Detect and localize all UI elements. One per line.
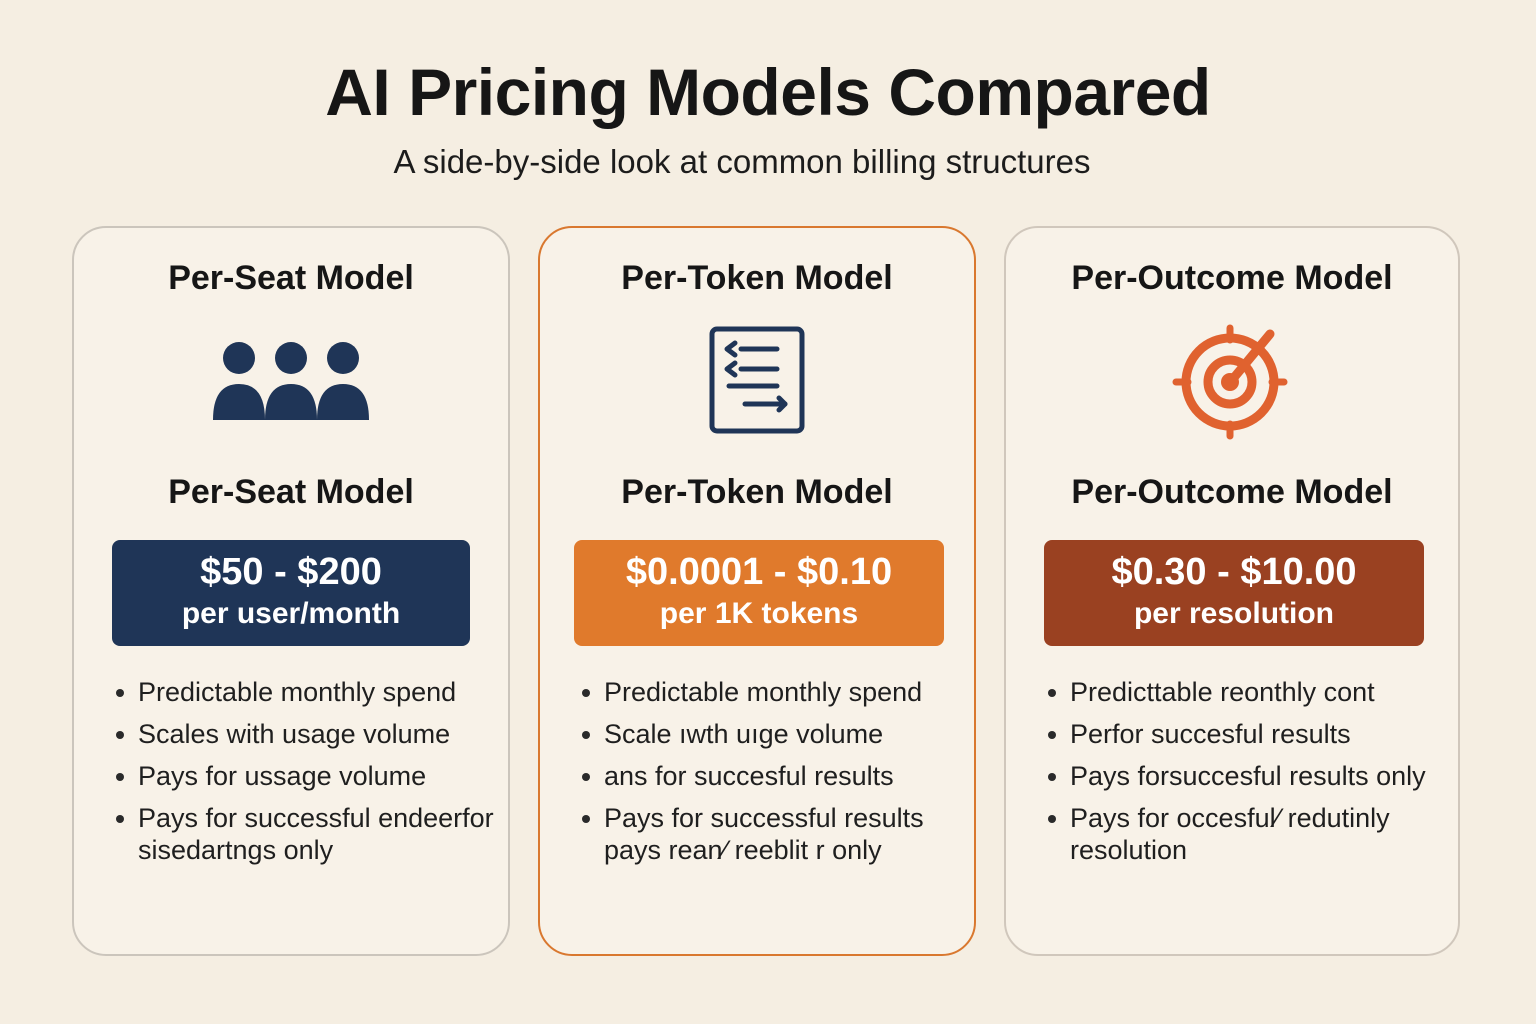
feature-item: Pays for successful results pays rean⁄ r… xyxy=(580,802,970,866)
card-title: Per-Seat Model xyxy=(168,259,414,297)
per-token-card: Per-Token Model Per-Token Model $0.0001 … xyxy=(538,226,976,956)
page-title: AI Pricing Models Compared xyxy=(325,55,1211,129)
card-subtitle: Per-Seat Model xyxy=(168,473,414,511)
feature-item: ans for succesful results xyxy=(580,760,970,792)
price-unit: per 1K tokens xyxy=(659,597,859,630)
page-subtitle: A side-by-side look at common billing st… xyxy=(393,143,1091,180)
feature-item: Predictable monthly spend xyxy=(114,676,504,708)
feature-list: Predicttable reonthly cont Perfor succes… xyxy=(1046,676,1436,876)
feature-item: Perfor succesful results xyxy=(1046,718,1436,750)
feature-item: Pays for successful endeerfor sisedartng… xyxy=(114,802,504,866)
target-icon xyxy=(1142,322,1322,442)
feature-item: Scales with usage volume xyxy=(114,718,504,750)
price-badge: $50 - $200 per user/month xyxy=(112,540,470,646)
card-subtitle: Per-Outcome Model xyxy=(1071,473,1393,511)
feature-item: Scale ıwth uıge volume xyxy=(580,718,970,750)
feature-item: Pays for occesful⁄ redutinly resolution xyxy=(1046,802,1436,866)
feature-item: Predicttable reonthly cont xyxy=(1046,676,1436,708)
price-range: $0.30 - $10.00 xyxy=(1111,551,1357,593)
card-title: Per-Token Model xyxy=(621,259,893,297)
feature-item: Pays forsuccesful results only xyxy=(1046,760,1436,792)
price-badge: $0.0001 - $0.10 per 1K tokens xyxy=(574,540,944,646)
token-document-icon xyxy=(667,322,847,442)
users-icon xyxy=(201,322,381,442)
price-unit: per user/month xyxy=(181,597,401,630)
card-subtitle: Per-Token Model xyxy=(621,473,893,511)
per-seat-card: Per-Seat Model Per-Seat Model $50 - $200… xyxy=(72,226,510,956)
price-range: $50 - $200 xyxy=(200,551,382,593)
feature-item: Pays for ussage volume xyxy=(114,760,504,792)
price-range: $0.0001 - $0.10 xyxy=(625,551,893,593)
feature-list: Predictable monthly spend Scales with us… xyxy=(114,676,504,876)
price-unit: per resolution xyxy=(1133,597,1335,630)
per-outcome-card: Per-Outcome Model Per-Outcome Model $0.3… xyxy=(1004,226,1460,956)
feature-item: Predictable monthly spend xyxy=(580,676,970,708)
card-title: Per-Outcome Model xyxy=(1071,259,1393,297)
feature-list: Predictable monthly spend Scale ıwth uıg… xyxy=(580,676,970,876)
price-badge: $0.30 - $10.00 per resolution xyxy=(1044,540,1424,646)
